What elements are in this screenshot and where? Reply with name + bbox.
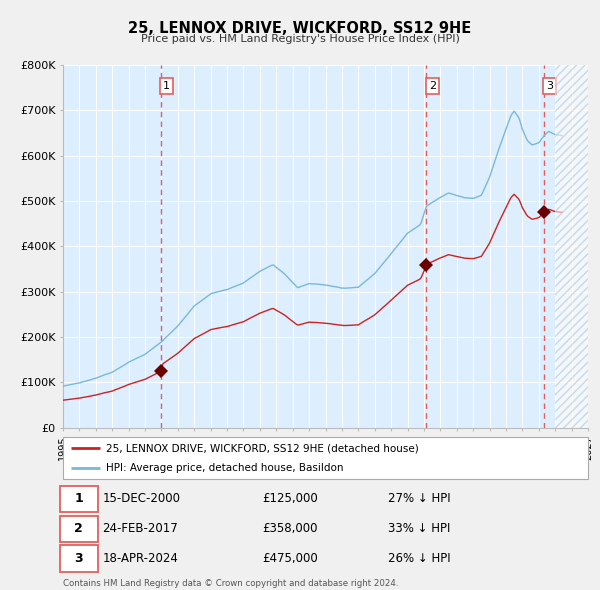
Text: 2: 2 [74,522,83,535]
Text: 27% ↓ HPI: 27% ↓ HPI [389,492,451,505]
FancyBboxPatch shape [60,545,98,572]
Text: 26% ↓ HPI: 26% ↓ HPI [389,552,451,565]
Text: 24-FEB-2017: 24-FEB-2017 [103,522,178,535]
Text: 15-DEC-2000: 15-DEC-2000 [103,492,181,505]
FancyBboxPatch shape [60,486,98,512]
Text: 1: 1 [74,492,83,505]
Text: Contains HM Land Registry data © Crown copyright and database right 2024.
This d: Contains HM Land Registry data © Crown c… [63,579,398,590]
Bar [555,65,588,428]
Text: £475,000: £475,000 [263,552,318,565]
Text: 3: 3 [546,81,553,91]
Text: £125,000: £125,000 [263,492,318,505]
Text: 2: 2 [429,81,436,91]
Text: 18-APR-2024: 18-APR-2024 [103,552,178,565]
Text: 1: 1 [163,81,170,91]
Text: 25, LENNOX DRIVE, WICKFORD, SS12 9HE: 25, LENNOX DRIVE, WICKFORD, SS12 9HE [128,21,472,35]
FancyBboxPatch shape [60,516,98,542]
Text: HPI: Average price, detached house, Basildon: HPI: Average price, detached house, Basi… [106,464,344,473]
Text: 3: 3 [74,552,83,565]
Text: 33% ↓ HPI: 33% ↓ HPI [389,522,451,535]
Text: £358,000: £358,000 [263,522,318,535]
Text: Price paid vs. HM Land Registry's House Price Index (HPI): Price paid vs. HM Land Registry's House … [140,34,460,44]
Text: 25, LENNOX DRIVE, WICKFORD, SS12 9HE (detached house): 25, LENNOX DRIVE, WICKFORD, SS12 9HE (de… [106,444,419,454]
